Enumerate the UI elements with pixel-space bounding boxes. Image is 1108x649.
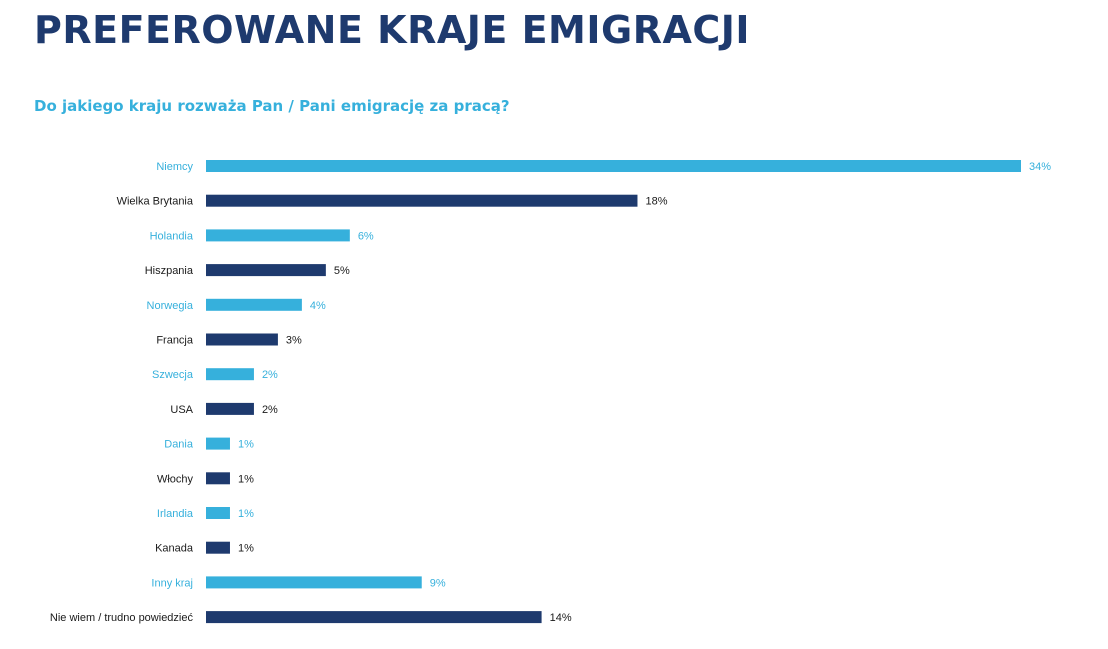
chart-title: PREFEROWANE KRAJE EMIGRACJI <box>34 8 751 52</box>
category-label: Szwecja <box>152 369 194 381</box>
bar <box>206 472 230 485</box>
category-label: USA <box>170 404 193 416</box>
value-label: 6% <box>358 230 374 242</box>
value-label: 4% <box>310 300 326 312</box>
bar <box>206 194 638 207</box>
category-label: Inny kraj <box>151 577 193 589</box>
category-label: Holandia <box>150 230 194 242</box>
value-label: 1% <box>238 543 254 555</box>
bar <box>206 437 230 450</box>
bar <box>206 611 542 624</box>
value-label: 2% <box>262 404 278 416</box>
value-label: 3% <box>286 335 302 347</box>
bar <box>206 402 254 415</box>
bar <box>206 541 230 554</box>
value-label: 9% <box>430 577 446 589</box>
value-label: 1% <box>238 508 254 520</box>
value-label: 18% <box>645 196 667 208</box>
category-label: Irlandia <box>157 508 194 520</box>
category-label: Norwegia <box>147 300 194 312</box>
category-label: Włochy <box>157 473 194 485</box>
bar <box>206 160 1021 172</box>
bar <box>206 368 254 381</box>
category-label: Hiszpania <box>145 265 194 277</box>
bar <box>206 576 422 589</box>
value-label: 1% <box>238 473 254 485</box>
value-label: 5% <box>334 265 350 277</box>
value-label: 14% <box>550 612 572 624</box>
chart-subtitle: Do jakiego kraju rozważa Pan / Pani emig… <box>34 97 510 115</box>
value-label: 34% <box>1029 161 1051 173</box>
bar <box>206 298 302 311</box>
category-label: Francja <box>156 335 194 347</box>
category-label: Niemcy <box>156 161 193 173</box>
category-label: Kanada <box>155 543 194 555</box>
category-label: Nie wiem / trudno powiedzieć <box>50 612 194 624</box>
value-label: 2% <box>262 369 278 381</box>
bar <box>206 264 326 277</box>
category-label: Wielka Brytania <box>117 196 194 208</box>
bar <box>206 229 350 242</box>
category-label: Dania <box>164 439 194 451</box>
bar <box>206 507 230 519</box>
bar <box>206 333 278 346</box>
value-label: 1% <box>238 439 254 451</box>
